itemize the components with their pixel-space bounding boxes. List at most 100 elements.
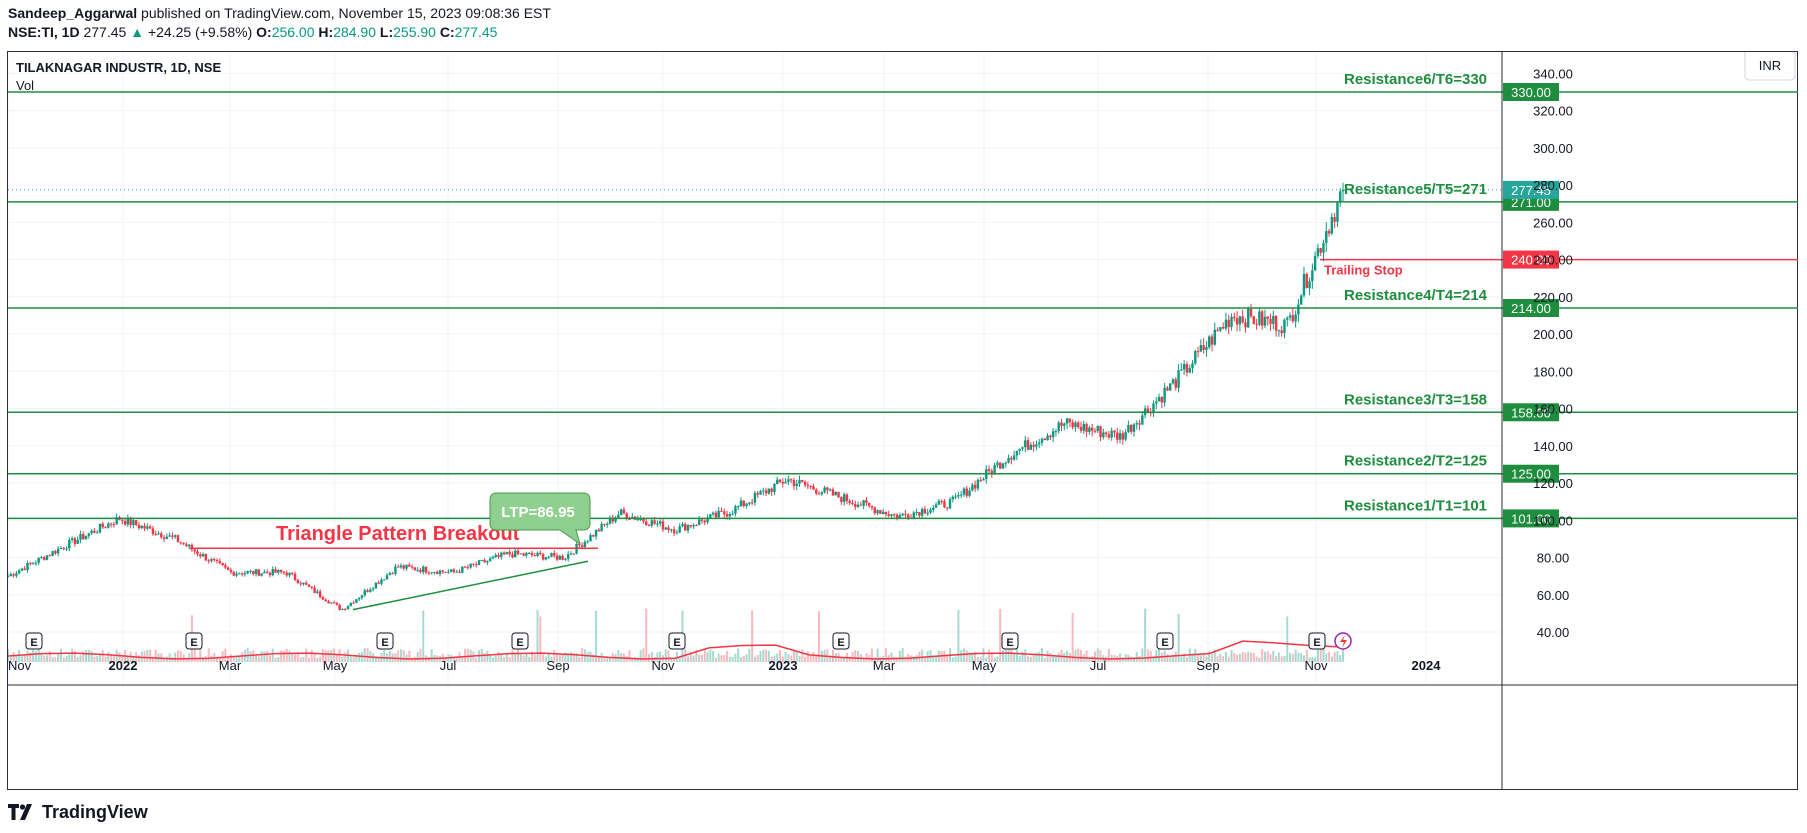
volume-bar	[976, 657, 979, 662]
author-name[interactable]: Sandeep_Aggarwal	[8, 5, 138, 21]
volume-bar	[954, 656, 957, 662]
volume-bar	[1316, 649, 1319, 662]
candle	[943, 498, 946, 509]
volume-bar	[628, 650, 631, 662]
candle	[455, 569, 458, 573]
ltp-callout[interactable]: LTP=86.95	[489, 492, 591, 546]
earnings-marker[interactable]: E	[25, 632, 43, 650]
volume-bar	[1035, 652, 1038, 662]
candle-body	[697, 519, 701, 526]
candle-body	[1177, 370, 1180, 388]
volume-bar	[1121, 657, 1124, 662]
earnings-marker[interactable]: E	[1001, 632, 1019, 650]
volume-bar	[636, 657, 639, 662]
candle-body	[711, 512, 715, 515]
candle-body	[494, 555, 497, 557]
candle-body	[90, 530, 93, 534]
candle	[837, 491, 840, 499]
candle-body	[750, 502, 754, 504]
volume-bar	[558, 655, 561, 662]
x-tick-label: May	[323, 658, 348, 673]
candle	[193, 548, 196, 555]
earnings-marker-label: E	[381, 637, 388, 649]
lightning-icon[interactable]	[1334, 632, 1352, 650]
candle-body	[608, 517, 612, 524]
volume-bar	[1222, 656, 1225, 662]
candle-body	[1029, 444, 1033, 450]
earnings-marker[interactable]: E	[832, 632, 850, 650]
candle-body	[884, 511, 888, 515]
candle-body	[1157, 397, 1161, 402]
volume-bar	[291, 652, 294, 662]
candle	[959, 490, 963, 498]
resistance-level[interactable]: Resistance6/T6=330 330.00	[8, 71, 1798, 101]
volume-bar	[46, 655, 49, 662]
tradingview-logo[interactable]: TradingView	[8, 800, 148, 824]
candle	[140, 525, 143, 530]
candle-body	[422, 566, 425, 573]
candle	[901, 512, 904, 517]
candle-body	[207, 560, 210, 562]
earnings-marker[interactable]: E	[668, 632, 686, 650]
candle-body	[870, 505, 874, 508]
volume-bar	[1205, 656, 1208, 662]
volume-bar	[1149, 651, 1152, 662]
candle	[1152, 400, 1155, 417]
candle-body	[151, 528, 155, 535]
candle	[689, 524, 693, 529]
candle-body	[201, 554, 205, 557]
candle	[210, 557, 213, 563]
candle-body	[168, 535, 171, 537]
candle	[157, 531, 160, 536]
candle-body	[1288, 315, 1292, 318]
candle-body	[160, 533, 163, 538]
candle	[948, 496, 952, 510]
volume-bar	[578, 656, 581, 662]
earnings-marker[interactable]: E	[185, 632, 203, 650]
earnings-marker[interactable]: E	[376, 632, 394, 650]
candle-body	[1194, 351, 1197, 364]
volume-bar	[901, 648, 904, 662]
volume-bar	[1138, 656, 1141, 662]
resistance-level[interactable]: Resistance2/T2=125 125.00	[8, 453, 1798, 483]
candle-body	[968, 490, 971, 496]
triangle-support-line[interactable]	[352, 560, 589, 611]
candle	[834, 491, 837, 496]
earnings-marker[interactable]: E	[511, 632, 529, 650]
chart-header: Sandeep_Aggarwal published on TradingVie…	[8, 4, 551, 42]
trailing-stop[interactable]: Trailing Stop 240.00	[1320, 250, 1798, 278]
currency-button[interactable]: INR	[1744, 52, 1796, 81]
volume-bar	[1280, 656, 1283, 662]
candle-body	[1071, 422, 1074, 428]
earnings-marker[interactable]: E	[1156, 632, 1174, 650]
candle	[79, 530, 82, 544]
resistance-level[interactable]: Resistance4/T4=214 214.00	[8, 287, 1798, 317]
candle	[572, 553, 575, 555]
candle	[530, 550, 534, 557]
candle-body	[681, 524, 684, 527]
candle-body	[965, 488, 968, 496]
volume-bar	[121, 656, 124, 662]
candle-body	[76, 539, 79, 544]
candle	[332, 600, 336, 604]
candle-body	[739, 500, 743, 507]
resistance-level[interactable]: Resistance1/T1=101 101.00	[8, 497, 1798, 528]
candle-body	[213, 558, 216, 561]
candle	[399, 563, 403, 569]
volume-bar	[720, 655, 723, 662]
candle	[555, 552, 559, 562]
candle	[781, 478, 785, 488]
earnings-marker-box	[668, 632, 686, 650]
candle	[884, 511, 888, 517]
resistance-level[interactable]: Resistance3/T3=158 158.00	[8, 391, 1798, 422]
candle-body	[533, 555, 536, 557]
earnings-marker[interactable]: E	[1308, 632, 1326, 650]
candle-body	[572, 553, 575, 555]
volume-bar	[1330, 656, 1333, 662]
candle-body	[352, 602, 355, 604]
candle-body	[441, 570, 444, 572]
candle	[1308, 277, 1311, 296]
up-arrow-icon: ▲	[130, 24, 145, 40]
